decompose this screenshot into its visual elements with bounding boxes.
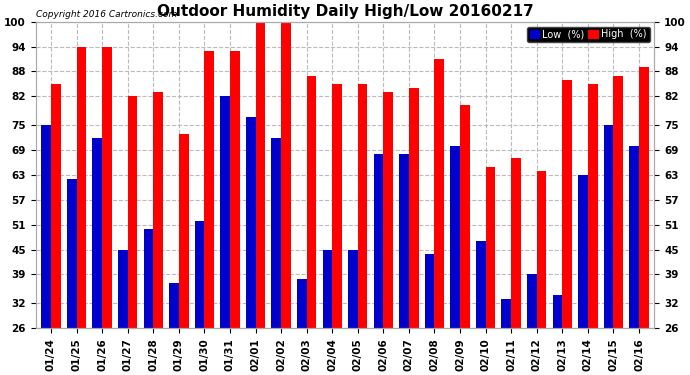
Bar (511, 158, 521, 328)
Bar (230, 51, 239, 328)
Bar (502, 299, 511, 328)
Bar (639, 67, 649, 328)
Bar (297, 279, 306, 328)
Bar (562, 80, 572, 328)
Bar (128, 96, 137, 328)
Bar (613, 76, 623, 328)
Bar (271, 138, 281, 328)
Bar (348, 249, 358, 328)
Bar (476, 241, 486, 328)
Text: Copyright 2016 Cartronics.com: Copyright 2016 Cartronics.com (36, 10, 177, 19)
Legend: Low  (%), High  (%): Low (%), High (%) (526, 27, 649, 42)
Bar (322, 249, 332, 328)
Bar (451, 146, 460, 328)
Bar (92, 138, 102, 328)
Bar (41, 125, 51, 328)
Bar (629, 146, 639, 328)
Bar (578, 175, 588, 328)
Bar (409, 88, 419, 328)
Bar (332, 84, 342, 328)
Bar (425, 254, 435, 328)
Bar (153, 92, 163, 328)
Bar (306, 76, 316, 328)
Bar (144, 229, 153, 328)
Bar (204, 51, 214, 328)
Bar (537, 171, 546, 328)
Bar (435, 59, 444, 328)
Bar (384, 92, 393, 328)
Bar (604, 125, 613, 328)
Bar (220, 96, 230, 328)
Bar (255, 22, 265, 328)
Bar (118, 249, 128, 328)
Bar (527, 274, 537, 328)
Bar (169, 283, 179, 328)
Bar (179, 134, 188, 328)
Bar (246, 117, 255, 328)
Bar (374, 154, 384, 328)
Bar (195, 220, 204, 328)
Bar (588, 84, 598, 328)
Bar (67, 179, 77, 328)
Bar (281, 22, 290, 328)
Bar (400, 154, 409, 328)
Bar (460, 105, 470, 328)
Bar (102, 46, 112, 328)
Bar (553, 295, 562, 328)
Title: Outdoor Humidity Daily High/Low 20160217: Outdoor Humidity Daily High/Low 20160217 (157, 4, 533, 19)
Bar (77, 46, 86, 328)
Bar (486, 167, 495, 328)
Bar (358, 84, 368, 328)
Bar (51, 84, 61, 328)
